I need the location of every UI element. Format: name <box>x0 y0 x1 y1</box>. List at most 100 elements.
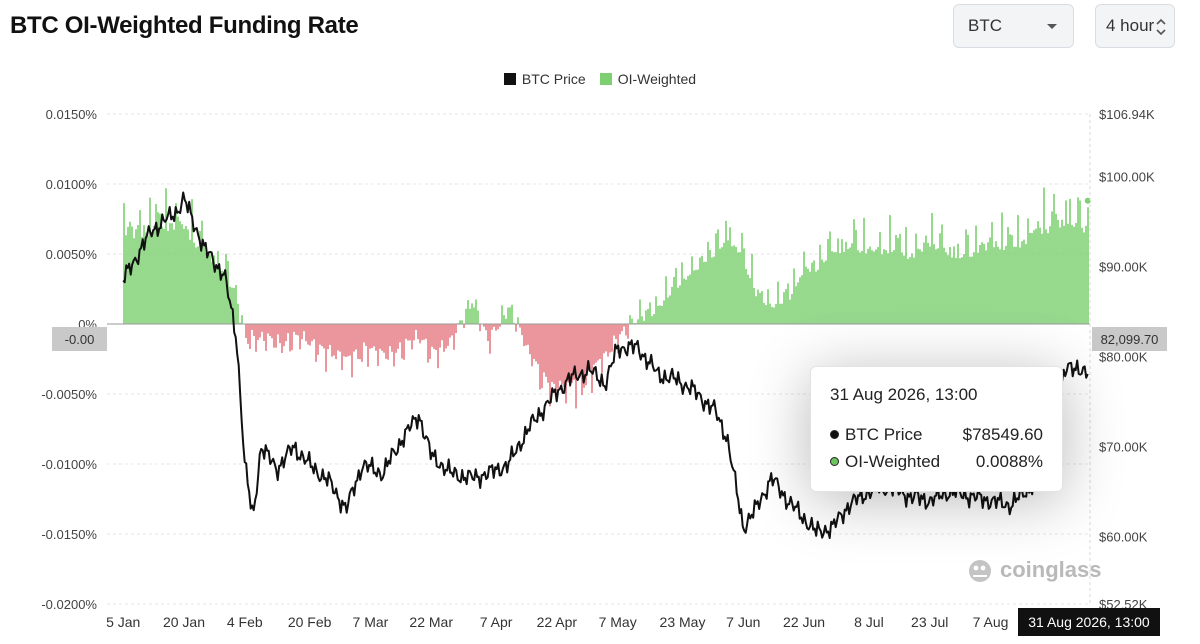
oi-bar <box>575 324 577 409</box>
oi-bar <box>843 251 845 324</box>
oi-bar <box>345 324 347 357</box>
oi-bar <box>649 302 651 324</box>
oi-bar <box>1033 230 1035 324</box>
oi-bar <box>853 219 855 324</box>
oi-bar <box>941 224 943 324</box>
x-tick-label: 7 May <box>599 614 637 630</box>
oi-bar <box>385 324 387 359</box>
x-tick-label: 23 May <box>660 614 706 630</box>
oi-bar <box>1049 226 1051 324</box>
oi-bar <box>809 271 811 324</box>
oi-bar <box>885 250 887 324</box>
legend-item-price[interactable]: BTC Price <box>503 71 586 87</box>
oi-bar <box>517 317 519 324</box>
oi-bar <box>217 251 219 324</box>
oi-bar <box>999 249 1001 324</box>
oi-bar <box>949 247 951 324</box>
oi-bar <box>545 324 547 377</box>
oi-bar <box>599 324 601 359</box>
oi-bar <box>789 299 791 324</box>
coin-select[interactable]: BTC <box>953 4 1074 48</box>
oi-bar <box>447 324 449 346</box>
oi-bar <box>319 324 321 345</box>
oi-bar <box>273 324 275 348</box>
oi-bar <box>533 324 535 359</box>
oi-bar <box>503 315 505 324</box>
oi-bar <box>1087 207 1089 324</box>
oi-bar <box>379 324 381 349</box>
price-dot-icon <box>830 430 839 439</box>
oi-bar <box>655 296 657 324</box>
oi-bar <box>569 324 571 388</box>
oi-bar <box>483 324 485 327</box>
oi-bar <box>247 324 249 344</box>
legend-item-oi[interactable]: OI-Weighted <box>599 71 696 87</box>
oi-bar <box>725 220 727 324</box>
oi-bar <box>691 256 693 324</box>
oi-bar <box>945 252 947 324</box>
oi-bar <box>887 253 889 324</box>
oi-bar <box>747 274 749 324</box>
oi-bar <box>149 197 151 324</box>
oi-bar <box>829 231 831 324</box>
oi-bar <box>289 324 291 352</box>
oi-bar <box>797 282 799 324</box>
oi-bar <box>555 324 557 392</box>
oi-bar <box>399 324 401 343</box>
oi-bar <box>711 257 713 324</box>
oi-bar <box>263 324 265 341</box>
up-down-chevron-icon <box>1156 18 1166 36</box>
oi-bar <box>607 324 609 357</box>
oi-bar <box>835 252 837 324</box>
oi-bar <box>1037 221 1039 324</box>
oi-bar <box>157 212 159 324</box>
oi-bar <box>663 300 665 324</box>
oi-bar <box>241 315 243 324</box>
oi-bar <box>939 233 941 324</box>
y-left-tick-label: -0.0100% <box>41 457 97 472</box>
oi-bar <box>891 252 893 324</box>
legend-price-label: BTC Price <box>521 71 586 87</box>
oi-bar <box>461 320 463 324</box>
oi-bar <box>787 283 789 324</box>
oi-bar <box>197 246 199 324</box>
oi-bar <box>799 277 801 324</box>
oi-bar <box>1067 223 1069 324</box>
oi-bar <box>825 260 827 324</box>
oi-bar <box>431 324 433 347</box>
interval-select[interactable]: 4 hour <box>1095 4 1175 48</box>
oi-bar <box>917 248 919 324</box>
oi-bar <box>935 249 937 324</box>
oi-bar <box>865 253 867 324</box>
crosshair-dot <box>1084 197 1091 204</box>
x-tick-label: 7 Jun <box>726 614 760 630</box>
oi-bar <box>137 225 139 324</box>
y-right-tick-label: $90.00K <box>1099 260 1148 275</box>
oi-bar <box>1009 234 1011 324</box>
oi-bar <box>707 241 709 324</box>
oi-bar <box>521 324 523 336</box>
oi-bar <box>871 250 873 324</box>
oi-bar <box>433 324 435 349</box>
oi-bar <box>849 247 851 324</box>
oi-bar <box>1003 249 1005 324</box>
oi-bar <box>491 324 493 330</box>
x-tick-label: 22 Apr <box>537 614 578 630</box>
oi-bar <box>653 314 655 324</box>
oi-bar <box>739 252 741 324</box>
oi-bar <box>233 287 235 324</box>
chart-legend: BTC Price OI-Weighted <box>0 71 1200 87</box>
oi-bar <box>901 252 903 324</box>
oi-bar <box>321 324 323 347</box>
oi-bar <box>437 324 439 369</box>
oi-bar <box>1039 227 1041 324</box>
oi-bar <box>355 324 357 350</box>
oi-bar <box>209 254 211 324</box>
oi-bar <box>1085 225 1087 324</box>
oi-bar <box>611 324 613 352</box>
tooltip-price-label: BTC Price <box>845 424 923 444</box>
x-tick-label: 22 Jun <box>783 614 825 630</box>
oi-bar <box>449 324 451 338</box>
oi-bar <box>847 249 849 324</box>
